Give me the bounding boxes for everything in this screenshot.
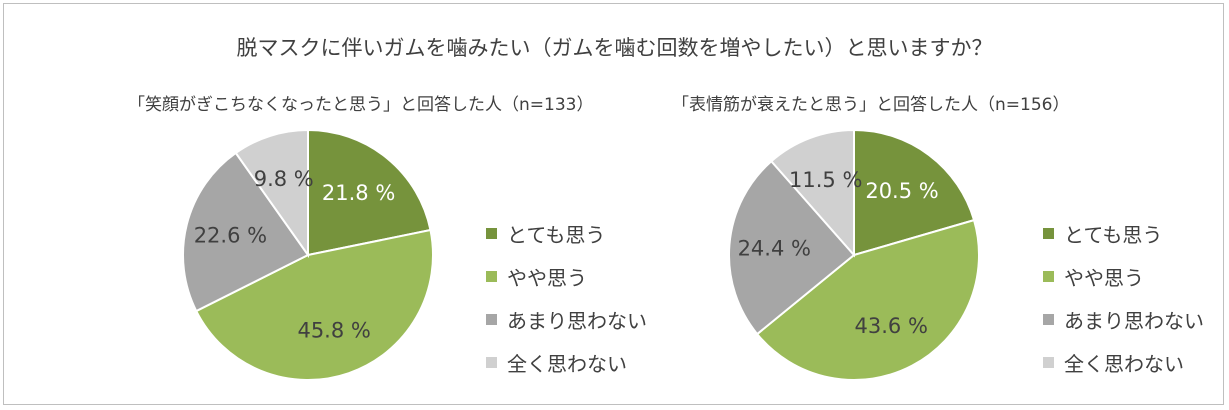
pie-slice-very-much [853, 128, 976, 257]
pie-data-label-not-at-all: 9.8 % [254, 167, 314, 191]
legend-swatch [486, 314, 497, 325]
legend-item-very-much: とても思う [1043, 212, 1204, 255]
chart-frame [3, 3, 1224, 405]
legend-label: とても思う [507, 223, 606, 247]
legend-label: やや思う [507, 266, 587, 290]
legend-swatch [1043, 228, 1054, 239]
pie-chart-smile: 21.8 % 45.8 % 22.6 % 9.8 % [182, 128, 434, 382]
pie-chart-facial-muscle: 20.5 % 43.6 % 24.4 % 11.5 % [728, 128, 980, 381]
legend-item-somewhat: やや思う [1043, 255, 1204, 298]
pie-slice-very-much [307, 128, 432, 257]
legend-swatch [1043, 314, 1054, 325]
legend-label: あまり思わない [507, 309, 647, 333]
legend-label: 全く思わない [507, 352, 627, 376]
pie-data-label-somewhat: 45.8 % [297, 319, 370, 343]
pie-data-label-somewhat: 43.6 % [855, 314, 928, 338]
legend-swatch [486, 271, 497, 282]
pie-title-facial-muscle: 「表情筋が衰えたと思う」と回答した人（n=156） [672, 95, 1070, 115]
pie-slice-not-much [182, 151, 310, 313]
pie-slice-not-at-all [234, 128, 309, 259]
legend-swatch [486, 228, 497, 239]
pie-slice-not-at-all [769, 128, 855, 258]
pie-data-label-very-much: 20.5 % [865, 179, 938, 203]
legend-item-not-much: あまり思わない [486, 298, 647, 341]
legend-item-not-at-all: 全く思わない [486, 341, 647, 384]
legend-facial-muscle: とても思う やや思う あまり思わない 全く思わない [1043, 212, 1204, 384]
legend-label: あまり思わない [1064, 309, 1204, 333]
legend-item-not-at-all: 全く思わない [1043, 341, 1204, 384]
pie-slice-not-much [728, 159, 856, 336]
legend-swatch [1043, 271, 1054, 282]
legend-label: 全く思わない [1064, 352, 1184, 376]
pie-slice-somewhat [194, 228, 434, 382]
legend-label: とても思う [1064, 223, 1163, 247]
pie-data-label-not-much: 24.4 % [738, 236, 811, 260]
chart-title: 脱マスクに伴いガムを噛みたい（ガムを噛む回数を増やしたい）と思いますか？ [236, 36, 993, 60]
pie-data-label-very-much: 21.8 % [322, 181, 395, 205]
pie-data-label-not-at-all: 11.5 % [789, 168, 862, 192]
pie-slice-somewhat [755, 218, 980, 381]
legend-item-somewhat: やや思う [486, 255, 647, 298]
pie-data-label-not-much: 22.6 % [194, 224, 267, 248]
legend-label: やや思う [1064, 266, 1144, 290]
legend-swatch [486, 357, 497, 368]
legend-item-not-much: あまり思わない [1043, 298, 1204, 341]
legend-swatch [1043, 357, 1054, 368]
legend-item-very-much: とても思う [486, 212, 647, 255]
pie-title-smile: 「笑顔がぎこちなくなったと思う」と回答した人（n=133） [128, 95, 594, 115]
legend-smile: とても思う やや思う あまり思わない 全く思わない [486, 212, 647, 384]
